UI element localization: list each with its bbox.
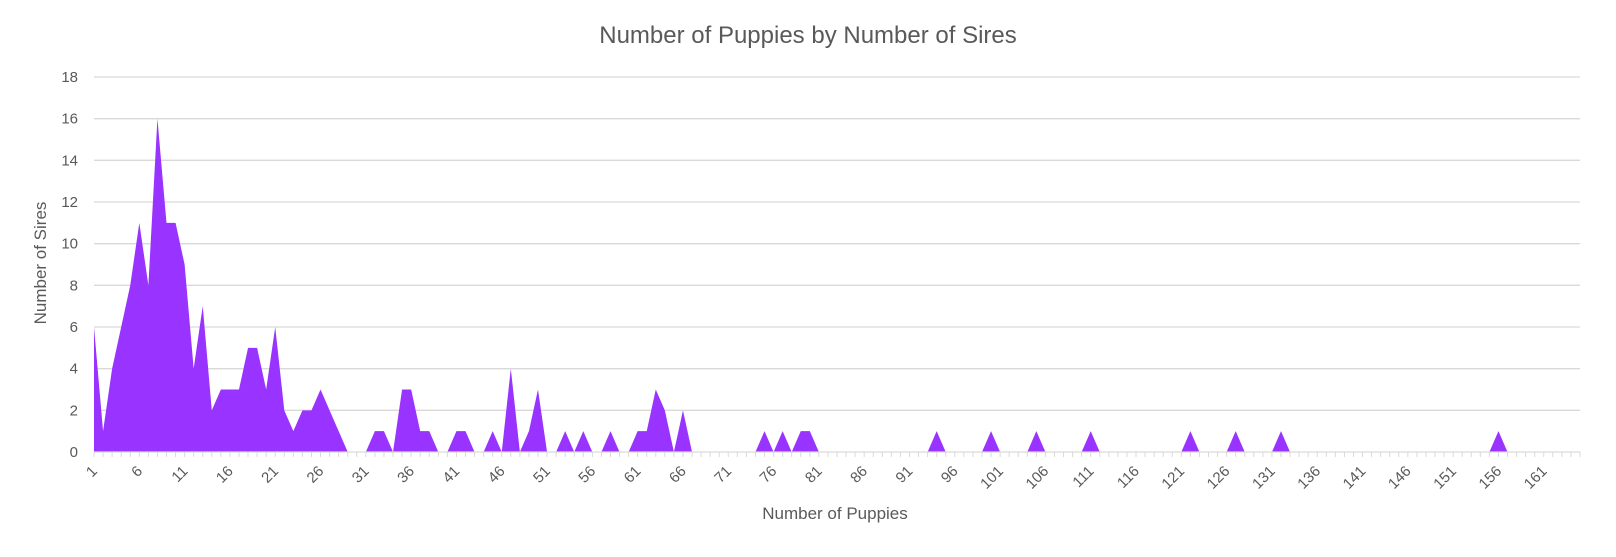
x-tick-label: 6 <box>128 463 146 481</box>
x-tick-label: 21 <box>258 463 282 487</box>
x-tick-label: 66 <box>666 463 690 487</box>
area-series <box>94 118 1580 453</box>
x-tick-label: 146 <box>1385 463 1415 493</box>
y-axis: 0 2 4 6 8 10 12 14 16 18 <box>61 69 78 461</box>
x-tick-label: 91 <box>892 463 916 487</box>
x-tick-label: 26 <box>304 463 328 487</box>
x-tick-label: 96 <box>938 463 962 487</box>
y-tick-label: 4 <box>70 361 78 378</box>
y-tick-label: 2 <box>70 402 78 419</box>
y-axis-title: Number of Sires <box>31 202 50 325</box>
y-tick-label: 18 <box>61 69 78 86</box>
x-tick-label: 16 <box>213 463 237 487</box>
x-tick-label: 111 <box>1069 463 1097 491</box>
x-tick-label: 46 <box>485 463 509 487</box>
x-tick-label: 71 <box>711 463 735 487</box>
x-axis <box>93 451 1581 457</box>
x-tick-label: 51 <box>530 463 554 487</box>
x-tick-label: 1 <box>83 463 101 481</box>
x-tick-label: 56 <box>575 463 599 487</box>
y-tick-label: 16 <box>61 111 78 128</box>
x-tick-label: 81 <box>802 463 826 487</box>
y-tick-label: 0 <box>70 444 78 461</box>
y-tick-label: 10 <box>61 236 78 253</box>
x-tick-label: 86 <box>847 463 871 487</box>
y-tick-label: 14 <box>61 152 78 169</box>
x-tick-label: 116 <box>1114 463 1143 492</box>
y-tick-label: 6 <box>70 319 78 336</box>
chart-title: Number of Puppies by Number of Sires <box>599 22 1017 49</box>
x-tick-label: 61 <box>621 463 645 487</box>
x-tick-label: 126 <box>1204 463 1234 493</box>
x-tick-label: 76 <box>757 463 781 487</box>
y-tick-label: 8 <box>70 277 78 294</box>
area-series-fill <box>94 118 1580 453</box>
x-axis-labels: 1 6 11 16 21 26 31 36 41 46 51 56 61 66 71 76 81 86 91 96 10… <box>83 463 1551 493</box>
x-axis-title: Number of Puppies <box>762 504 908 523</box>
x-tick-label: 156 <box>1476 463 1506 493</box>
x-tick-label: 11 <box>168 463 191 486</box>
x-tick-label: 106 <box>1023 463 1053 493</box>
x-tick-label: 101 <box>977 463 1007 493</box>
x-tick-label: 151 <box>1430 463 1460 493</box>
x-tick-label: 36 <box>394 463 418 487</box>
x-tick-label: 131 <box>1249 463 1279 493</box>
gridlines <box>94 76 1580 411</box>
x-tick-label: 136 <box>1294 463 1324 493</box>
y-tick-label: 12 <box>61 194 78 211</box>
x-tick-label: 41 <box>439 463 463 487</box>
x-tick-label: 161 <box>1521 463 1551 493</box>
x-tick-label: 141 <box>1340 463 1370 493</box>
x-tick-label: 121 <box>1158 463 1188 493</box>
x-tick-label: 31 <box>349 463 373 487</box>
